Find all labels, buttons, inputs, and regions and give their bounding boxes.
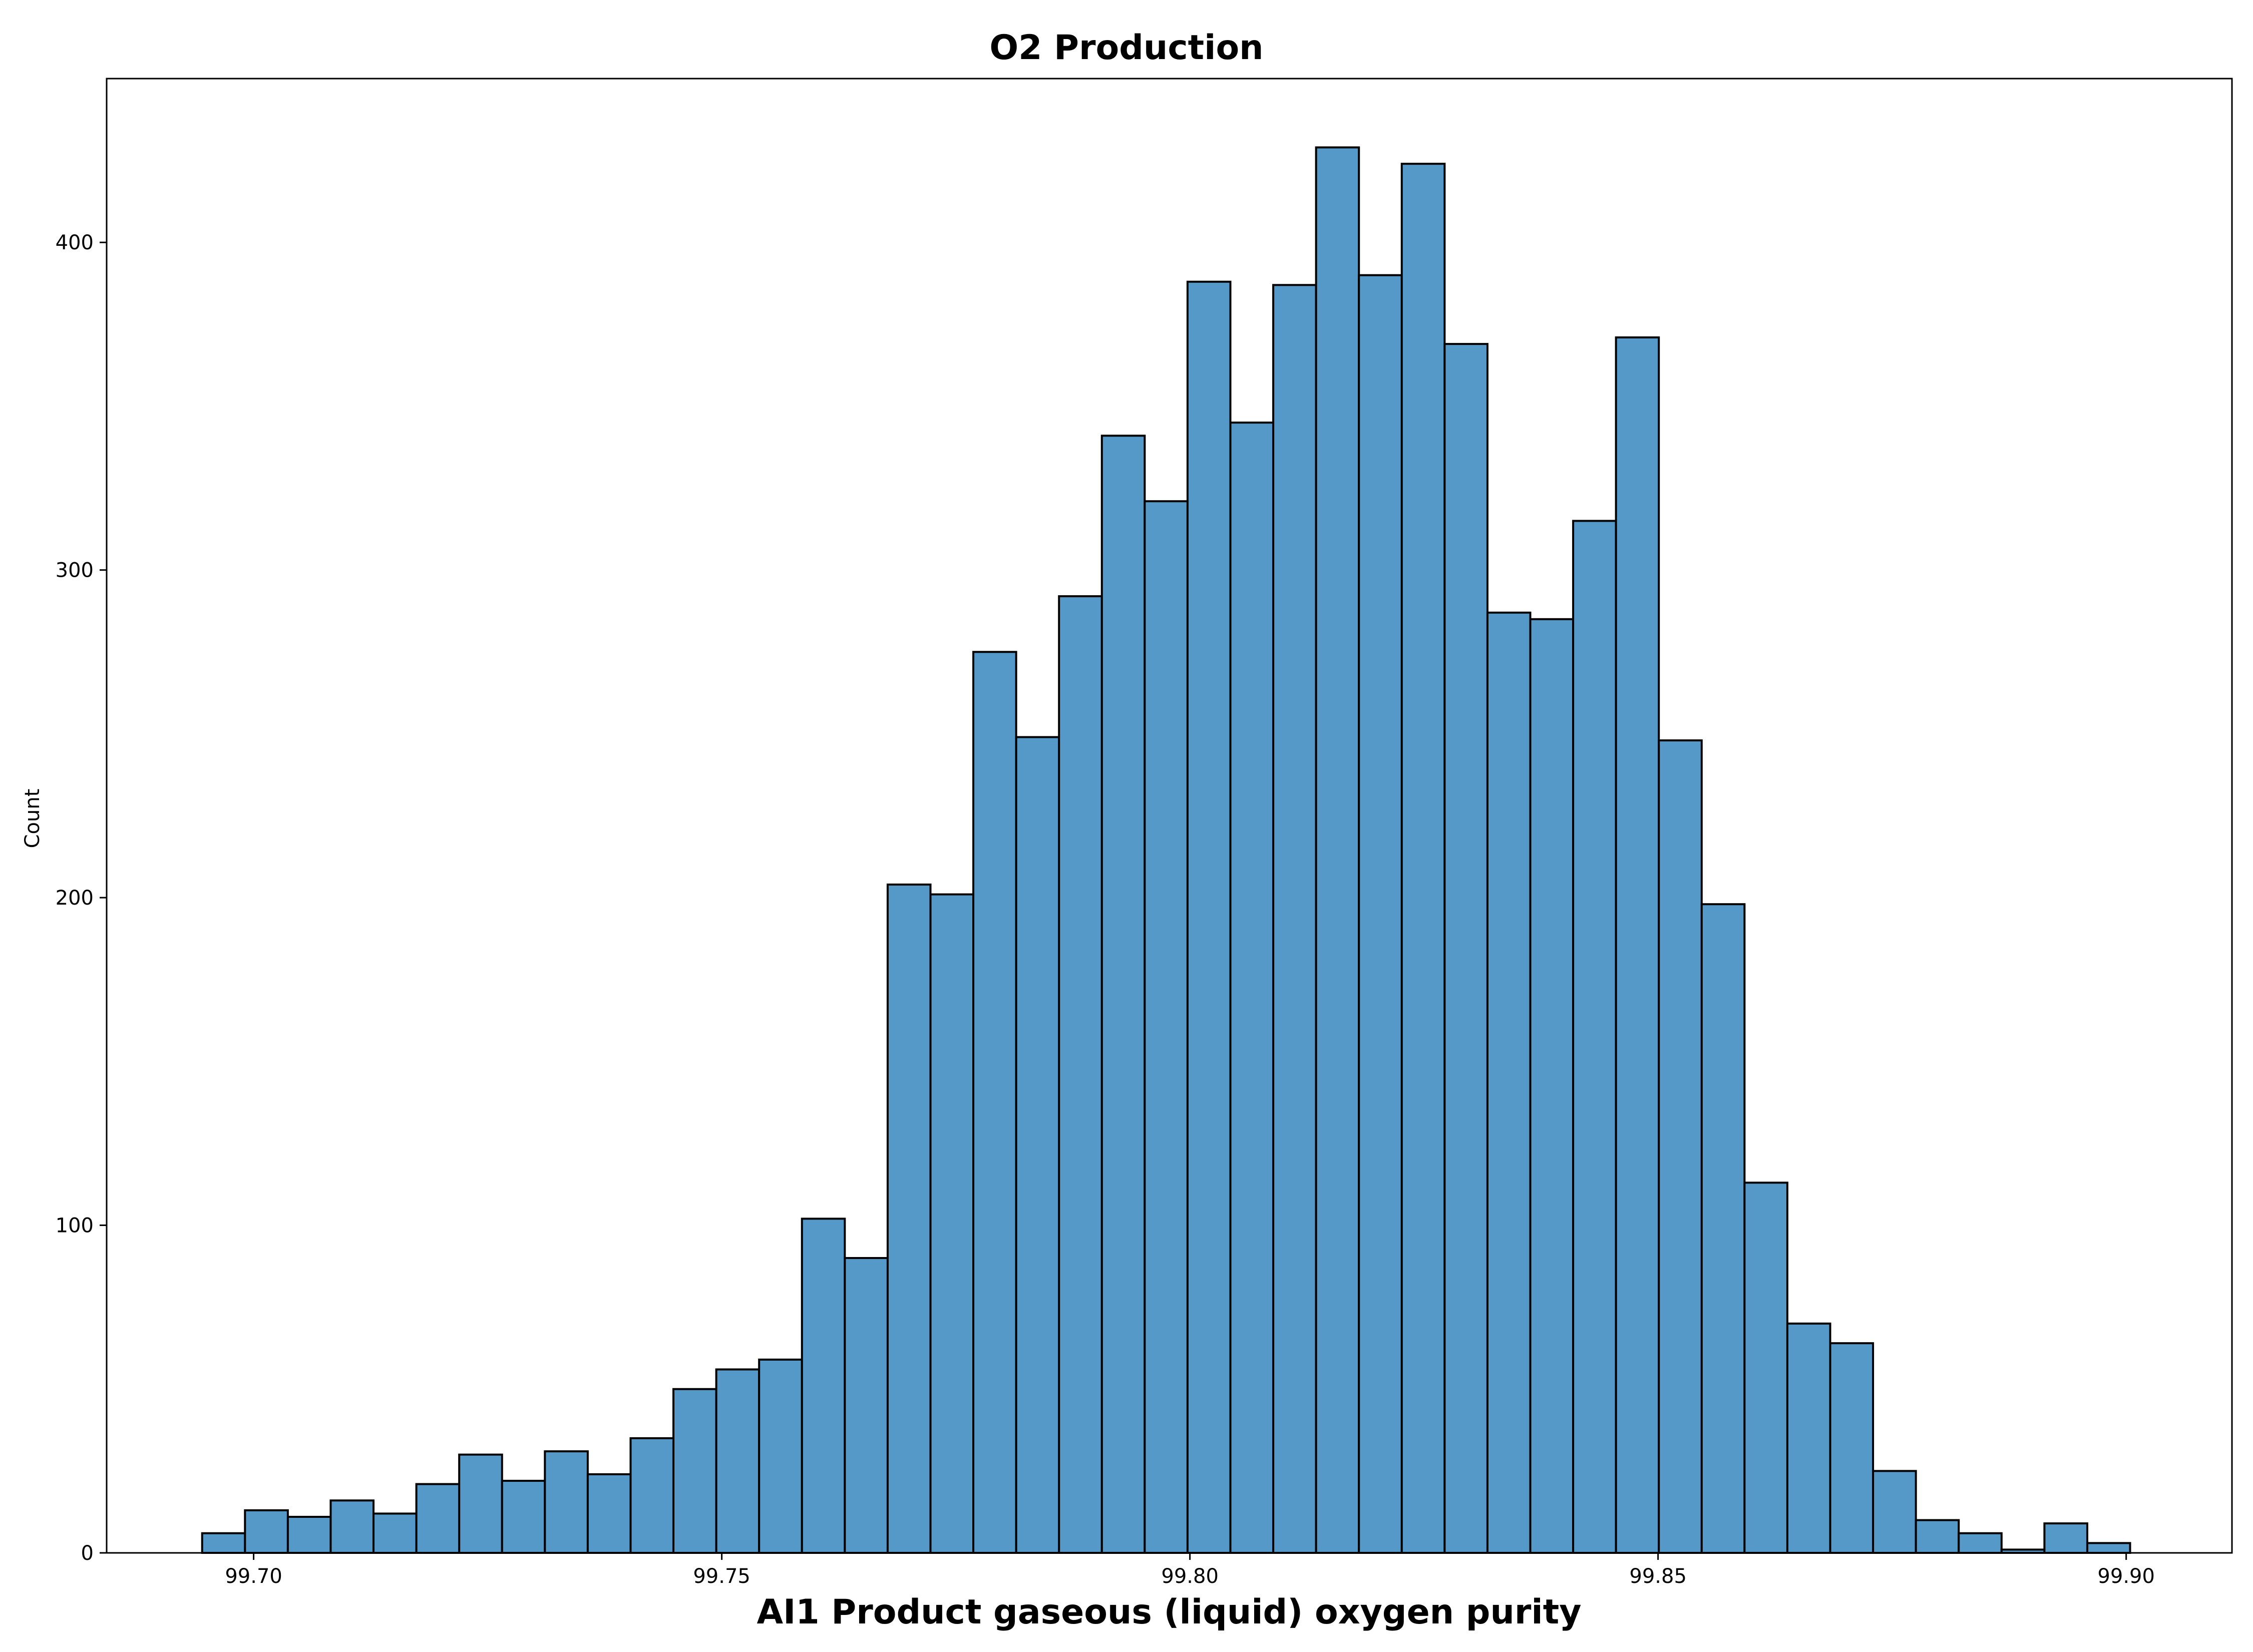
histogram-bar bbox=[1529, 618, 1575, 1554]
histogram-bar bbox=[1186, 280, 1232, 1554]
histogram-bar bbox=[1786, 1322, 1831, 1554]
histogram-bar bbox=[1658, 739, 1703, 1554]
histogram-bar bbox=[286, 1516, 332, 1554]
histogram-bar bbox=[1100, 435, 1146, 1554]
histogram-bar bbox=[1358, 274, 1403, 1554]
bars-group bbox=[201, 146, 2131, 1554]
histogram-bar bbox=[1229, 422, 1275, 1554]
histogram-bar bbox=[1400, 163, 1446, 1554]
histogram-bar bbox=[972, 651, 1017, 1554]
histogram-bar bbox=[415, 1483, 461, 1554]
histogram-bar bbox=[372, 1512, 418, 1554]
histogram-bar bbox=[844, 1257, 889, 1554]
x-tick-label: 99.90 bbox=[2097, 1565, 2155, 1588]
histogram-bar bbox=[586, 1473, 632, 1554]
x-ticks-group: 99.70 99.75 99.80 99.85 99.90 bbox=[225, 1553, 2155, 1588]
histogram-bar bbox=[886, 883, 932, 1554]
histogram-bar bbox=[758, 1358, 803, 1554]
chart-title: O2 Production bbox=[989, 28, 1263, 68]
histogram-bar bbox=[629, 1437, 675, 1554]
y-ticks-group: 0 100 200 300 400 bbox=[56, 231, 107, 1565]
histogram-bar bbox=[1272, 284, 1317, 1554]
histogram-bar bbox=[2043, 1522, 2088, 1554]
histogram-bar bbox=[458, 1453, 503, 1554]
y-tick-label: 300 bbox=[56, 559, 94, 582]
histogram-bar bbox=[501, 1480, 546, 1554]
histogram-bar bbox=[1958, 1532, 2003, 1554]
histogram-bar bbox=[715, 1368, 761, 1554]
histogram-bar bbox=[244, 1509, 289, 1554]
histogram-bar bbox=[329, 1499, 375, 1554]
histogram-bar bbox=[1486, 611, 1532, 1554]
histogram-bar bbox=[1015, 736, 1060, 1554]
x-tick-label: 99.75 bbox=[693, 1565, 750, 1588]
histogram-bar bbox=[1058, 595, 1103, 1554]
histogram-bar bbox=[1572, 520, 1617, 1554]
histogram-bar bbox=[1915, 1519, 1960, 1554]
x-tick-label: 99.70 bbox=[225, 1565, 282, 1588]
x-tick-label: 99.85 bbox=[1629, 1565, 1687, 1588]
histogram-bar bbox=[2086, 1542, 2131, 1554]
y-tick-label: 100 bbox=[56, 1214, 94, 1237]
histogram-bar bbox=[1700, 903, 1746, 1554]
histogram-bar bbox=[1443, 343, 1488, 1554]
histogram-bar bbox=[1872, 1470, 1917, 1554]
histogram-bar bbox=[1315, 146, 1360, 1554]
x-axis-label: AI1 Product gaseous (liquid) oxygen puri… bbox=[757, 1592, 1581, 1632]
y-axis-label: Count bbox=[21, 789, 44, 849]
histogram-bar bbox=[1829, 1342, 1874, 1554]
histogram-bar bbox=[929, 893, 975, 1554]
x-tick-label: 99.80 bbox=[1161, 1565, 1219, 1588]
y-tick-label: 0 bbox=[81, 1542, 94, 1565]
histogram-bar bbox=[1743, 1181, 1788, 1554]
histogram-bar bbox=[544, 1450, 589, 1554]
histogram-bar bbox=[1144, 500, 1189, 1554]
histogram-bar bbox=[801, 1217, 846, 1554]
y-tick-label: 400 bbox=[56, 231, 94, 254]
histogram-bar bbox=[1615, 336, 1660, 1554]
histogram-bar bbox=[201, 1532, 246, 1554]
y-tick-label: 200 bbox=[56, 887, 94, 910]
plot-frame bbox=[106, 78, 2233, 1554]
histogram-bar bbox=[672, 1388, 717, 1554]
